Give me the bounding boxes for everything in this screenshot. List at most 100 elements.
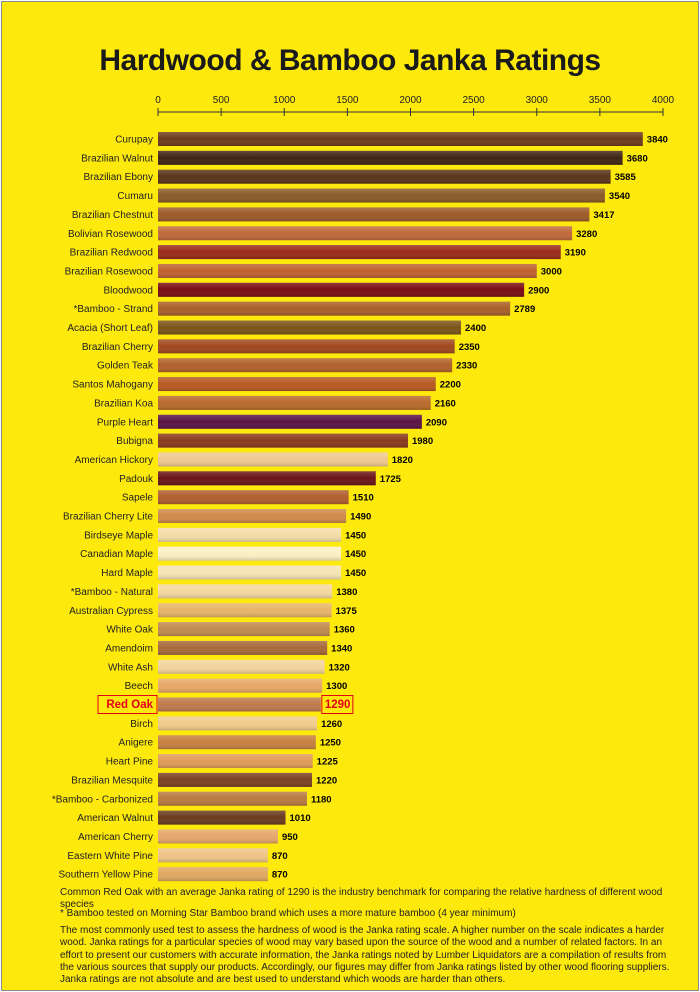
bar-shading (158, 207, 590, 222)
bar-shading (158, 339, 455, 354)
value-label: 3000 (541, 266, 562, 277)
x-tick-label: 1000 (273, 95, 296, 106)
x-tick-label: 2000 (399, 95, 422, 106)
value-label: 1820 (392, 455, 413, 466)
category-label: Birdseye Maple (84, 530, 153, 541)
bar-shading (158, 565, 342, 580)
category-label: Birch (130, 719, 153, 730)
value-label: 1320 (329, 662, 350, 673)
value-label: 3190 (565, 248, 586, 259)
highlight-box-value (321, 695, 354, 714)
janka-bar-chart: 0 500 1000 1500 2000 2500 3000 3500 4000 Curupay 3… (52, 95, 675, 882)
category-label: Canadian Maple (80, 549, 153, 560)
bar-shading (158, 584, 333, 599)
value-label: 2330 (456, 361, 477, 372)
bar-shading (158, 848, 268, 863)
x-tick-label: 1500 (336, 95, 359, 106)
category-label: Amendoim (105, 643, 153, 654)
bar-shading (158, 395, 431, 410)
category-label: Hard Maple (101, 568, 153, 579)
bar-shading (158, 471, 376, 486)
value-label: 2200 (440, 380, 461, 391)
category-label: Brazilian Chestnut (72, 210, 153, 221)
x-tick-label: 4000 (652, 95, 675, 106)
value-label: 1450 (345, 568, 366, 579)
category-label: Acacia (Short Leaf) (67, 323, 153, 334)
x-tick-label: 3500 (589, 95, 612, 106)
footnote-janka-explanation: The most commonly used test to assess th… (60, 925, 670, 986)
value-label: 1450 (345, 549, 366, 560)
bar-shading (158, 282, 525, 297)
category-label: Brazilian Walnut (81, 153, 153, 164)
value-label: 2350 (459, 342, 480, 353)
bar-shading (158, 622, 330, 637)
category-label: Purple Heart (97, 417, 153, 428)
bar-shading (158, 772, 313, 787)
value-label: 1225 (317, 757, 339, 768)
bar-shading (158, 301, 511, 316)
category-label: Red Oak (106, 699, 153, 711)
footnote-red-oak: Common Red Oak with an average Janka rat… (60, 887, 663, 911)
bar-shading (158, 678, 323, 693)
category-label: Brazilian Rosewood (65, 266, 153, 277)
value-label: 1380 (336, 587, 357, 598)
category-label: Southern Yellow Pine (58, 870, 153, 881)
bar-shading (158, 716, 318, 731)
category-label: Bloodwood (104, 285, 153, 296)
highlight-box-label (97, 695, 158, 714)
bar-shading (158, 829, 278, 844)
bar-shading (158, 697, 321, 712)
value-label: 1980 (412, 436, 433, 447)
category-label: White Oak (106, 625, 154, 636)
value-label: 3417 (593, 210, 614, 221)
value-label: 1450 (345, 530, 366, 541)
category-label: Anigere (119, 738, 154, 749)
x-tick-label: 0 (155, 95, 161, 106)
value-label: 1260 (321, 719, 342, 730)
value-label: 3280 (576, 229, 597, 240)
category-label: *Bamboo - Natural (71, 587, 153, 598)
bar-shading (158, 546, 342, 561)
bar-shading (158, 188, 605, 203)
category-label: White Ash (108, 662, 153, 673)
value-label: 1220 (316, 775, 337, 786)
category-label: American Walnut (77, 813, 153, 824)
value-label: 3540 (609, 191, 630, 202)
category-label: Heart Pine (106, 757, 154, 768)
value-label: 3840 (647, 135, 668, 146)
bar-shading (158, 452, 388, 467)
bar-shading (158, 150, 623, 165)
bar-shading (158, 640, 328, 655)
category-label: Santos Mahogany (72, 380, 153, 391)
value-label: 1340 (331, 643, 352, 654)
value-label: 950 (282, 832, 298, 843)
category-label: Sapele (122, 493, 154, 504)
x-tick-label: 500 (213, 95, 230, 106)
bar-shading (158, 867, 268, 882)
category-label: Eastern White Pine (67, 851, 153, 862)
x-tick-label: 3000 (526, 95, 549, 106)
category-label: *Bamboo - Strand (74, 304, 154, 315)
bar-shading (158, 433, 408, 448)
bar-shading (158, 603, 332, 618)
bar-shading (158, 132, 643, 146)
category-label: Golden Teak (97, 361, 154, 372)
value-label: 2789 (514, 304, 535, 315)
category-label: *Bamboo - Carbonized (52, 794, 153, 805)
value-label: 1510 (353, 493, 374, 504)
value-label: 1010 (290, 813, 311, 824)
bar-shading (158, 754, 313, 769)
value-label: 1725 (380, 474, 402, 485)
value-label: 870 (272, 851, 288, 862)
bar-shading (158, 735, 316, 750)
category-label: Brazilian Koa (94, 398, 153, 409)
bar-shading (158, 226, 573, 241)
value-label: 2400 (465, 323, 486, 334)
value-label: 1375 (336, 606, 358, 617)
bar-shading (158, 414, 422, 429)
category-label: Brazilian Ebony (84, 172, 153, 183)
category-label: Australian Cypress (69, 606, 153, 617)
value-label: 3585 (615, 172, 637, 183)
category-label: Brazilian Redwood (70, 248, 153, 259)
